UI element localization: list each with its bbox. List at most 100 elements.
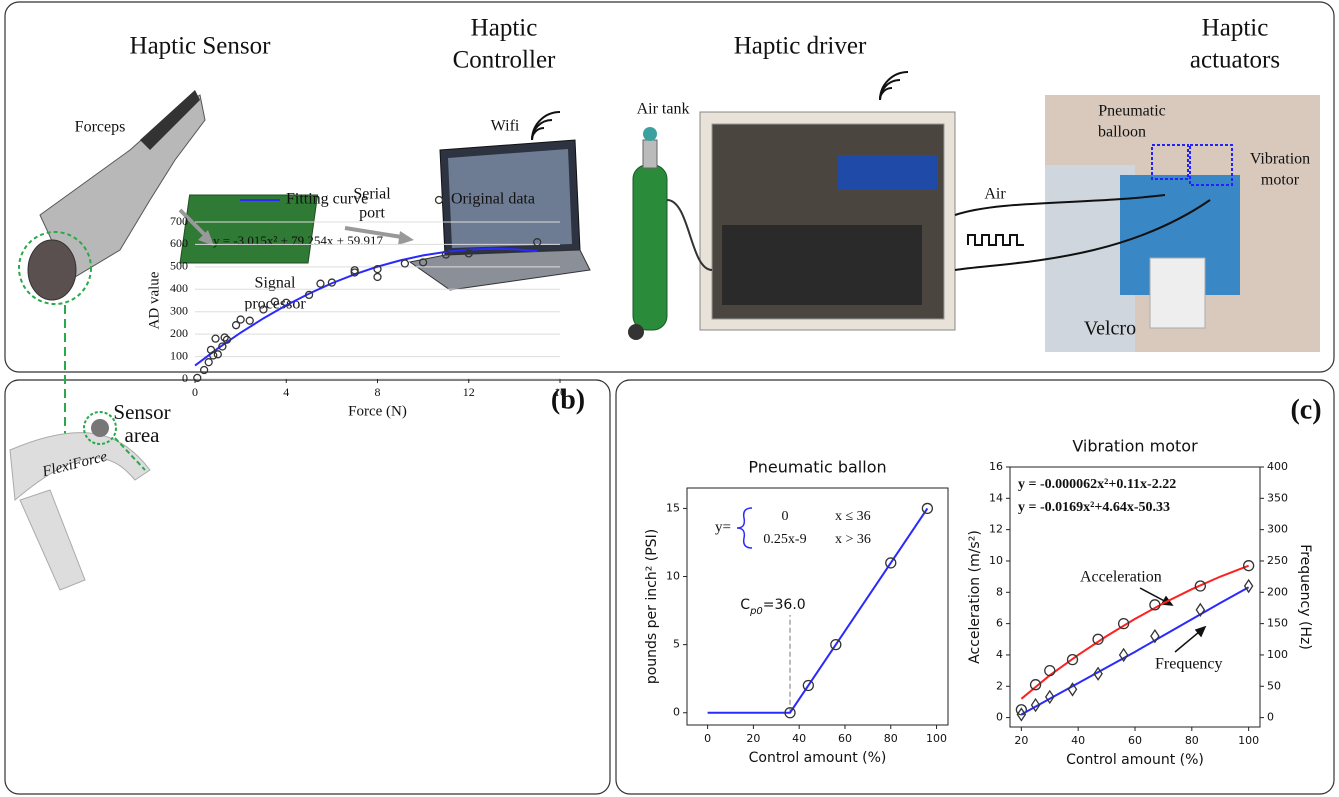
point [1245, 580, 1253, 592]
y-tick-label: 2 [996, 679, 1003, 692]
x-tick-label: 12 [463, 385, 475, 399]
x-tick-label: 40 [792, 732, 806, 745]
equation-brace [737, 508, 752, 548]
point [317, 280, 324, 287]
label: Vibration [1250, 151, 1310, 168]
legend-swatch [436, 197, 443, 204]
y-tick-label: 0 [182, 371, 188, 385]
threshold-sub: p0 [749, 606, 763, 617]
annotation: Acceleration [1080, 569, 1162, 586]
y-tick-label: 500 [170, 259, 188, 273]
y-tick-label: 4 [996, 648, 1003, 661]
legend-label: Fitting curve [286, 191, 368, 208]
x-tick-label: 20 [1014, 734, 1028, 747]
label: motor [1261, 172, 1300, 189]
label: Air tank [637, 101, 690, 118]
x-tick-label: 0 [192, 385, 198, 399]
label: Pneumatic [1098, 103, 1166, 120]
equation: y = -0.000062x²+0.11x-2.22 [1018, 477, 1176, 492]
label: Velcro [1084, 318, 1136, 340]
y2-axis-label: Frequency (Hz) [1297, 544, 1313, 650]
y-tick-label: 6 [996, 617, 1003, 630]
y2-tick-label: 400 [1267, 460, 1288, 473]
panel-label: (c) [1290, 394, 1321, 425]
equation: 0 [782, 509, 789, 524]
label: Wifi [491, 118, 520, 135]
x-tick-label: 40 [1071, 734, 1085, 747]
equation: y = -0.0169x²+4.64x-50.33 [1018, 500, 1170, 515]
line-series [1021, 587, 1248, 714]
y-tick-label: 10 [666, 570, 680, 583]
x-tick-label: 16 [554, 385, 566, 399]
chart-title: Vibration motor [1072, 437, 1198, 456]
point [246, 317, 253, 324]
air-tank-illustration [628, 127, 667, 340]
actuator-photo [1045, 95, 1320, 352]
y2-tick-label: 200 [1267, 585, 1288, 598]
y2-tick-label: 250 [1267, 554, 1288, 567]
y-axis-label: pounds per inch² (PSI) [644, 529, 660, 684]
threshold-text: =36.0 [763, 597, 806, 613]
haptic-driver-box [700, 112, 955, 330]
x-tick-label: 80 [884, 732, 898, 745]
x-tick-label: 80 [1185, 734, 1199, 747]
flexiforce-strip [20, 490, 85, 590]
sensor-pad [91, 419, 109, 437]
laptop-illustration [410, 140, 590, 290]
y-tick-label: 14 [989, 491, 1003, 504]
equation: x > 36 [835, 532, 871, 547]
x-axis-label: Force (N) [348, 403, 407, 419]
heading: Haptic driver [734, 33, 867, 60]
y-tick-label: 100 [170, 348, 188, 362]
heading: Controller [453, 47, 556, 74]
point [212, 335, 219, 342]
y-tick-label: 15 [666, 501, 680, 514]
label: area [125, 423, 161, 447]
legend-label: Original data [451, 191, 535, 208]
threshold-label: Cp0=36.0 [740, 597, 805, 617]
y-tick-label: 8 [996, 585, 1003, 598]
x-tick-label: 20 [746, 732, 760, 745]
x-tick-label: 8 [375, 385, 381, 399]
y-axis-label: AD value [146, 271, 162, 329]
x-axis-label: Control amount (%) [1066, 752, 1204, 768]
heading: actuators [1190, 47, 1280, 74]
x-tick-label: 60 [838, 732, 852, 745]
figure: Haptic Sensor Haptic Controller Haptic d… [0, 0, 1339, 797]
point [401, 260, 408, 267]
x-tick-label: 100 [1238, 734, 1259, 747]
y-tick-label: 300 [170, 303, 188, 317]
y-tick-label: 200 [170, 326, 188, 340]
heading: Haptic Sensor [130, 33, 272, 60]
y-tick-label: 12 [989, 523, 1003, 536]
threshold-text: C [740, 597, 750, 613]
equation: y= [715, 519, 731, 535]
label: balloon [1098, 124, 1146, 141]
y-tick-label: 0 [996, 711, 1003, 724]
y-tick-label: 10 [989, 554, 1003, 567]
y-tick-label: 700 [170, 214, 188, 228]
x-tick-label: 100 [926, 732, 947, 745]
equation: 0.25x-9 [763, 532, 806, 547]
y2-tick-label: 50 [1267, 679, 1281, 692]
y-tick-label: 400 [170, 281, 188, 295]
y-tick-label: 0 [673, 706, 680, 719]
x-axis-label: Control amount (%) [749, 750, 887, 766]
equation: y = -3.015x² + 79.254x + 59.917 [213, 233, 383, 248]
y2-tick-label: 300 [1267, 523, 1288, 536]
point [374, 273, 381, 280]
y-tick-label: 5 [673, 638, 680, 651]
label: Forceps [75, 119, 126, 136]
y-tick-label: 600 [170, 236, 188, 250]
y2-tick-label: 150 [1267, 617, 1288, 630]
heading: Haptic [471, 15, 538, 42]
annotation: Frequency [1155, 656, 1223, 673]
x-tick-label: 0 [704, 732, 711, 745]
point [237, 316, 244, 323]
label: Air [984, 186, 1006, 203]
point [205, 359, 212, 366]
y2-tick-label: 100 [1267, 648, 1288, 661]
y2-tick-label: 350 [1267, 491, 1288, 504]
x-tick-label: 4 [283, 385, 289, 399]
heading: Haptic [1202, 15, 1269, 42]
